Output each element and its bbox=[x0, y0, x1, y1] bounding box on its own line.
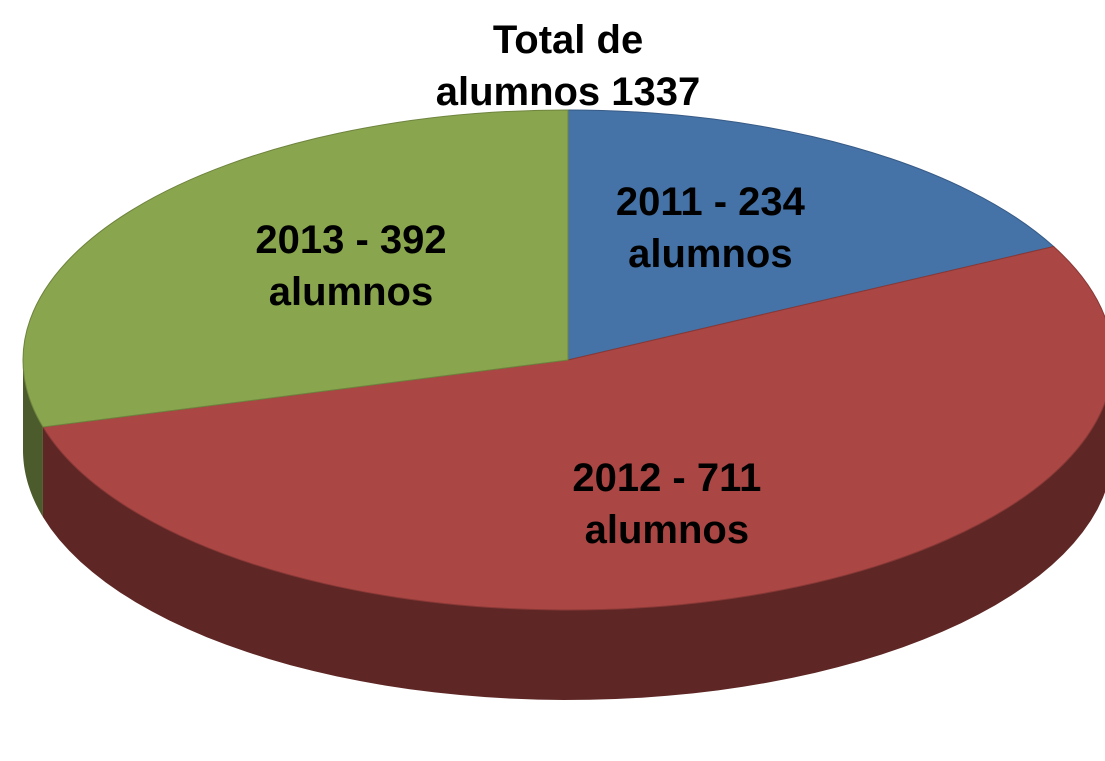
slice-side bbox=[23, 360, 43, 518]
slice bbox=[42, 245, 1105, 611]
data-label: 2012 - 711 alumnos bbox=[572, 456, 762, 553]
data-label: 2011 - 234 alumnos bbox=[615, 179, 805, 276]
data-label: 2013 - 392 alumnos bbox=[255, 218, 447, 315]
chart-title: Total de alumnos 1337 bbox=[435, 18, 701, 114]
slice bbox=[567, 109, 1055, 361]
slice-side bbox=[42, 402, 1105, 700]
slice bbox=[22, 109, 569, 428]
